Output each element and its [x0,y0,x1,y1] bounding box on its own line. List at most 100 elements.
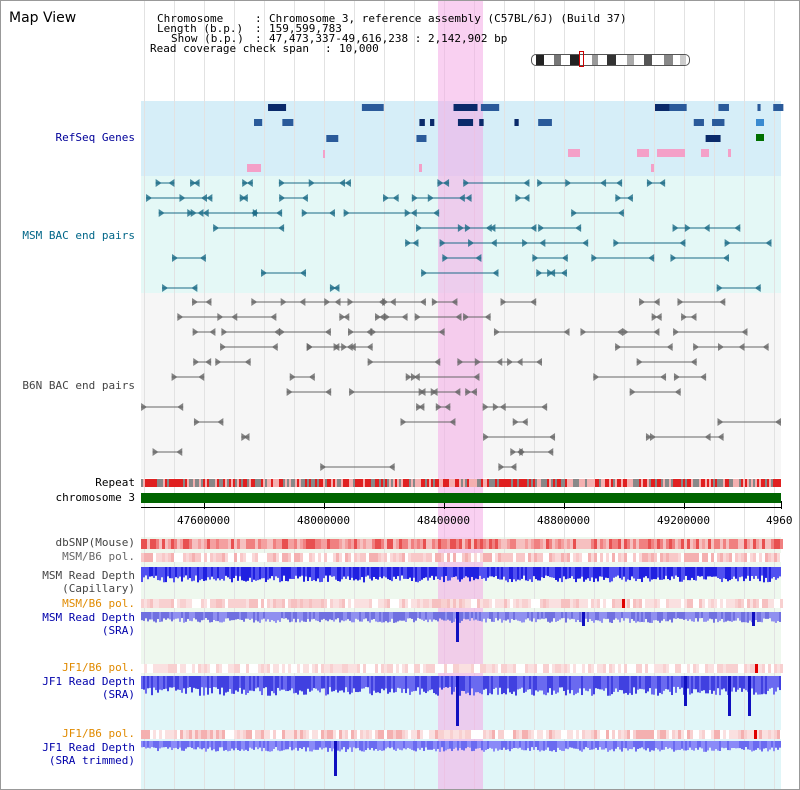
pol-cell [471,553,474,562]
depth-bar [503,676,505,694]
depth-bar [327,741,329,752]
jf1-b6-pol-label[interactable]: JF1/B6 pol. [62,661,135,674]
bac-end-marker [217,418,224,426]
refseq-track-label[interactable]: RefSeq Genes [55,131,135,144]
pol-cell [294,664,297,673]
depth-bar [185,612,187,622]
pol-cell [447,730,450,739]
bac-end-marker [439,239,446,247]
pol-cell [609,599,612,608]
dbsnp-cell [525,539,528,549]
depth-bar [753,676,755,695]
msm-depth-sra-label[interactable]: MSM Read Depth [42,611,135,624]
depth-bar [251,612,253,619]
pol-cell [282,553,285,562]
pol-cell [330,664,333,673]
jf1-depth-trim-label[interactable]: JF1 Read Depth [42,741,135,754]
pol-cell [273,599,276,608]
chromosome-track-label[interactable]: chromosome 3 [55,491,135,504]
depth-bar [531,612,533,622]
chromosome-ideogram[interactable] [531,54,690,66]
ideogram-position-marker[interactable] [579,51,584,67]
repeat-mark [367,479,369,487]
depth-bar [351,567,353,578]
pol-cell [645,599,648,608]
bac-end-marker [679,239,686,247]
repeat-mark [513,479,515,487]
dbsnp-cell [330,539,333,549]
depth-bar [535,676,537,691]
depth-bar [143,741,145,748]
depth-bar [521,676,523,688]
jf1-b6-pol-trim-label[interactable]: JF1/B6 pol. [62,727,135,740]
depth-bar [713,676,715,691]
pol-cell [525,664,528,673]
depth-bar [703,676,705,691]
pol-cell [552,553,555,562]
depth-bar [233,741,235,751]
pol-cell [567,664,570,673]
bac-end-marker [329,284,336,292]
depth-bar [437,741,439,749]
depth-bar [743,567,745,582]
depth-bar [577,676,579,693]
pol-cell [360,599,363,608]
pol-cell [654,664,657,673]
depth-bar [197,741,199,748]
pol-cell [684,730,687,739]
depth-bar [331,676,333,692]
dbsnp-cell [729,539,732,549]
b6n-bac-track-label[interactable]: B6N BAC end pairs [22,379,135,392]
depth-bar [743,741,745,750]
bac-end-marker [690,358,697,366]
dbsnp-cell [159,539,162,549]
depth-bar [751,741,753,752]
grid-line [414,1,415,789]
pol-cell [477,664,480,673]
repeat-mark [765,479,767,487]
depth-bar [401,741,403,751]
depth-bar [629,612,631,623]
depth-bar [257,676,259,688]
pol-cell [483,553,486,562]
pol-cell [147,553,150,562]
pol-cell [456,664,459,673]
msm-b6-pol-sra-label[interactable]: MSM/B6 pol. [62,597,135,610]
repeat-mark [603,479,605,487]
jf1-depth-sra-label[interactable]: JF1 Read Depth [42,675,135,688]
depth-bar [755,741,757,750]
bac-end-marker [286,388,293,396]
depth-bar [483,676,485,690]
msm-depth-capillary-label[interactable]: MSM Read Depth [42,569,135,582]
pol-cell [288,553,291,562]
bac-end-marker [454,388,461,396]
pol-cell [714,599,717,608]
dbsnp-cell [237,539,240,549]
msm-bac-track-label[interactable]: MSM BAC end pairs [22,229,135,242]
pol-cell [408,599,411,608]
pol-cell [717,664,720,673]
depth-bar [603,676,605,691]
dbsnp-track-label[interactable]: dbSNP(Mouse) [55,536,135,549]
bac-end-marker [404,209,411,217]
repeat-mark [543,479,545,487]
depth-bar [443,567,445,583]
pol-cell [348,599,351,608]
gene-glyph [282,119,294,126]
depth-bar [727,612,729,621]
repeat-mark [403,479,405,487]
repeat-mark [141,479,143,487]
repeat-mark [549,479,551,487]
repeat-track-label[interactable]: Repeat [95,476,135,489]
depth-bar [289,741,291,748]
bac-end-marker [270,313,277,321]
dbsnp-cell [597,539,600,549]
bac-end-marker [405,373,412,381]
depth-bar [235,741,237,749]
depth-bar [489,676,491,694]
msm-b6-pol-label[interactable]: MSM/B6 pol. [62,550,135,563]
repeat-mark [761,479,763,487]
depth-bar [151,676,153,696]
depth-bar [291,676,293,689]
